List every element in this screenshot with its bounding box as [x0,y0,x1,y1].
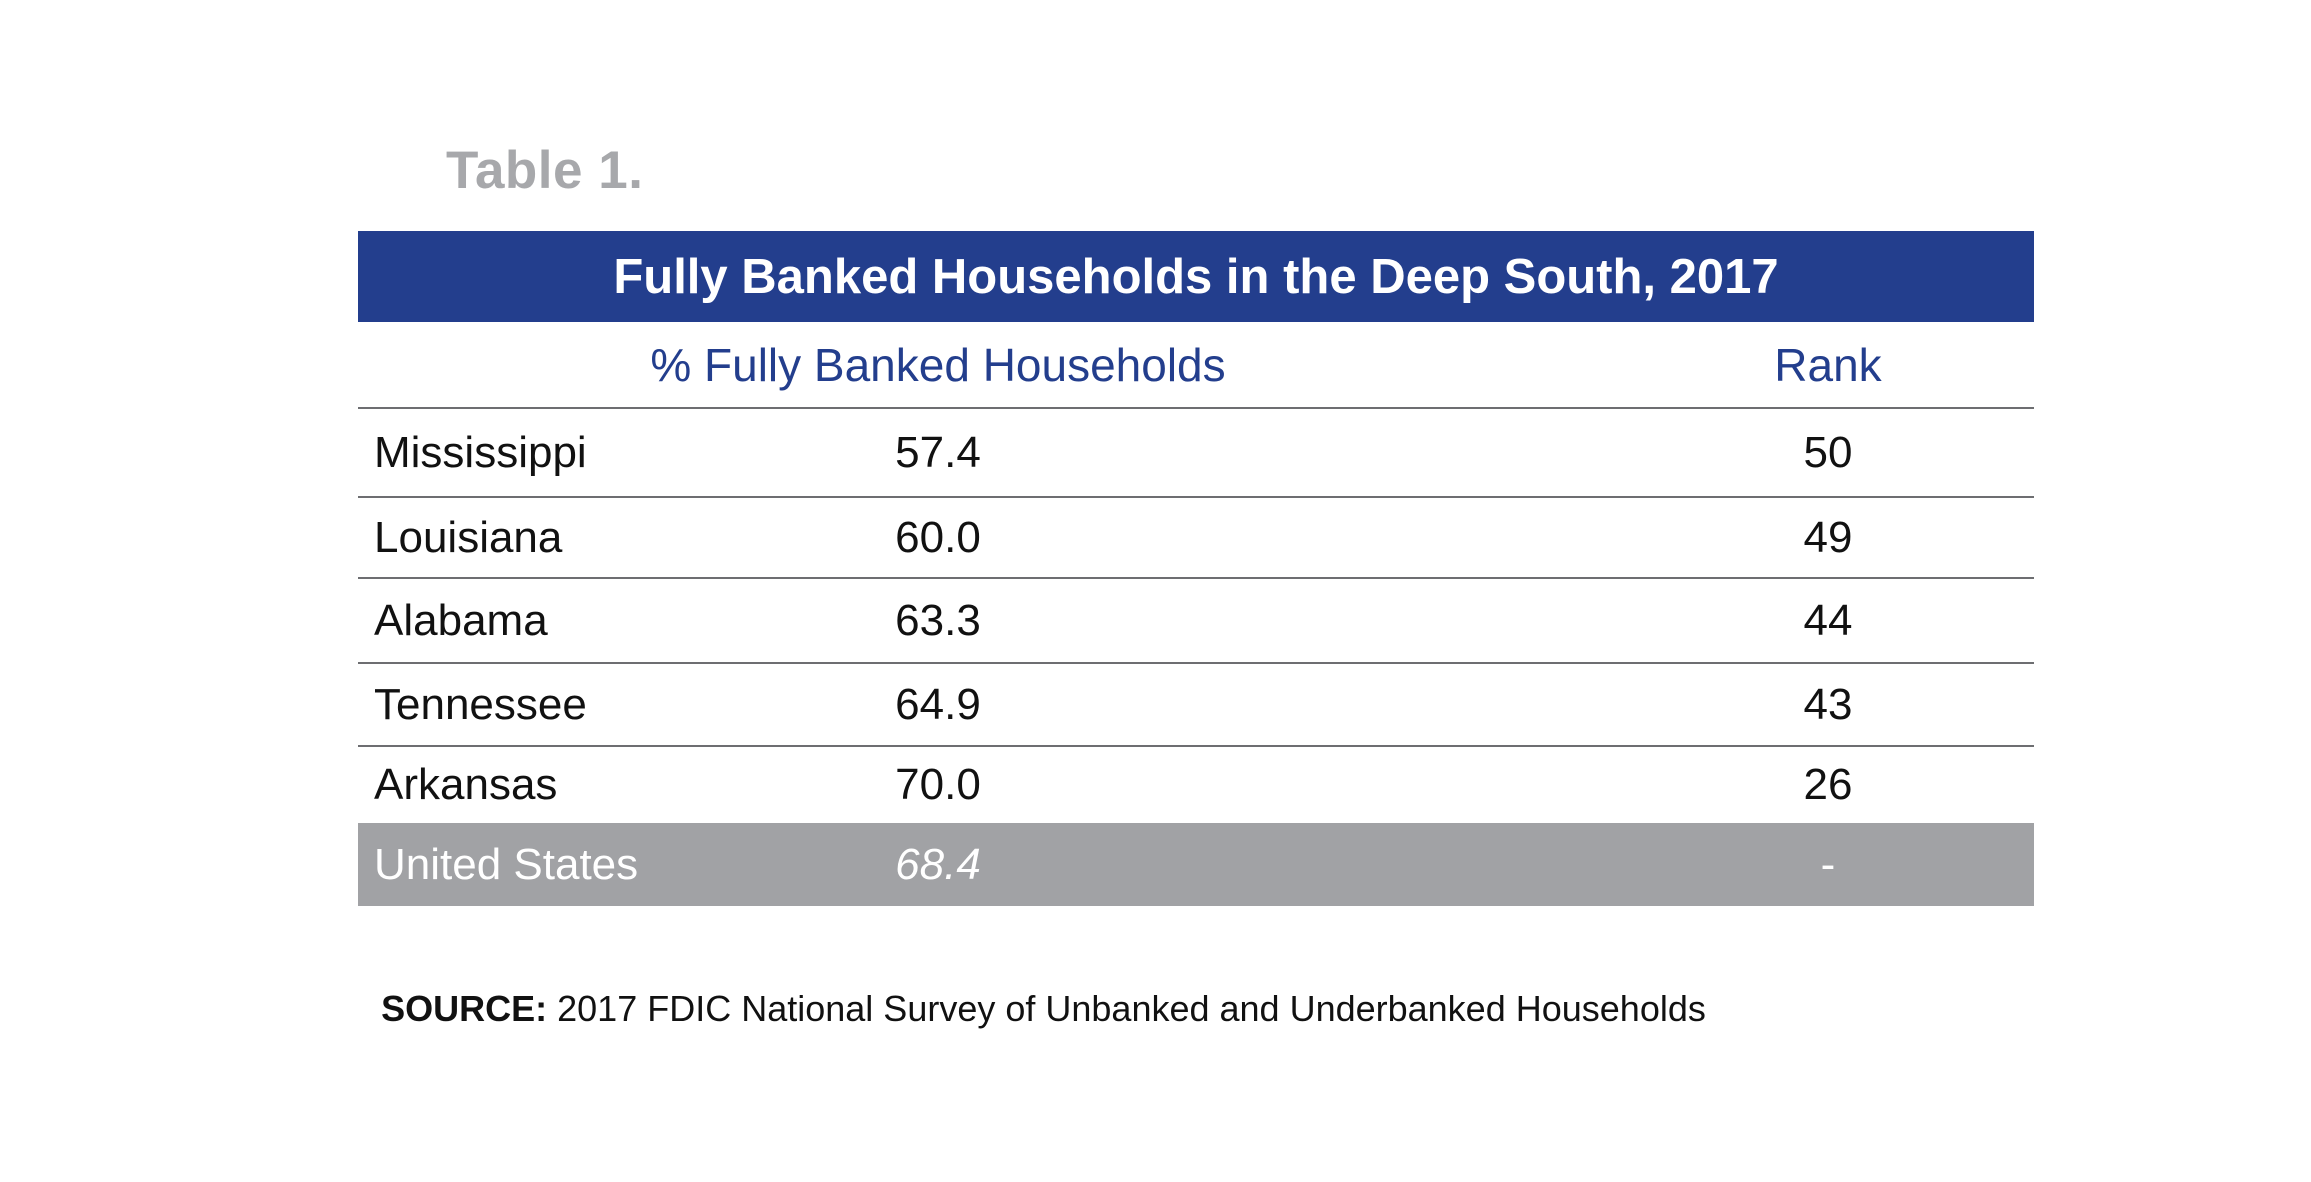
source-text: 2017 FDIC National Survey of Unbanked an… [547,988,1706,1029]
source-note: SOURCE: 2017 FDIC National Survey of Unb… [0,988,2199,1030]
data-table: Fully Banked Households in the Deep Sout… [358,231,2034,906]
cell-rank: 44 [1803,595,1853,645]
cell-rank: 43 [1803,679,1853,729]
table-label: Table 1. [446,141,644,200]
table-row-mississippi: Mississippi 57.4 50 [358,409,2034,498]
cell-state: Mississippi [374,427,587,477]
column-header-rank: Rank [1774,338,1882,391]
table-row-arkansas: Arkansas 70.0 26 [358,747,2034,823]
cell-state: Louisiana [374,512,563,562]
cell-pct: 60.0 [895,512,981,562]
table-row-alabama: Alabama 63.3 44 [358,579,2034,664]
cell-pct: 57.4 [895,427,981,477]
cell-pct: 68.4 [895,839,981,889]
cell-rank: - [1820,839,1836,889]
cell-state: Alabama [374,595,548,645]
cell-rank: 26 [1803,760,1853,809]
cell-state: Tennessee [374,679,587,729]
table-row-tennessee: Tennessee 64.9 43 [358,664,2034,747]
table-row-louisiana: Louisiana 60.0 49 [358,498,2034,579]
table-title: Fully Banked Households in the Deep Sout… [358,231,2034,322]
column-header-row: % Fully Banked Households Rank [358,322,2034,409]
cell-pct: 64.9 [895,679,981,729]
table-row-united-states: United States 68.4 - [358,823,2034,906]
source-key: SOURCE: [381,988,548,1029]
cell-rank: 49 [1803,512,1853,562]
column-header-pct: % Fully Banked Households [650,338,1226,391]
cell-pct: 63.3 [895,595,981,645]
cell-state: Arkansas [374,760,558,809]
cell-rank: 50 [1803,427,1853,477]
cell-pct: 70.0 [895,760,981,809]
cell-state: United States [374,839,639,889]
